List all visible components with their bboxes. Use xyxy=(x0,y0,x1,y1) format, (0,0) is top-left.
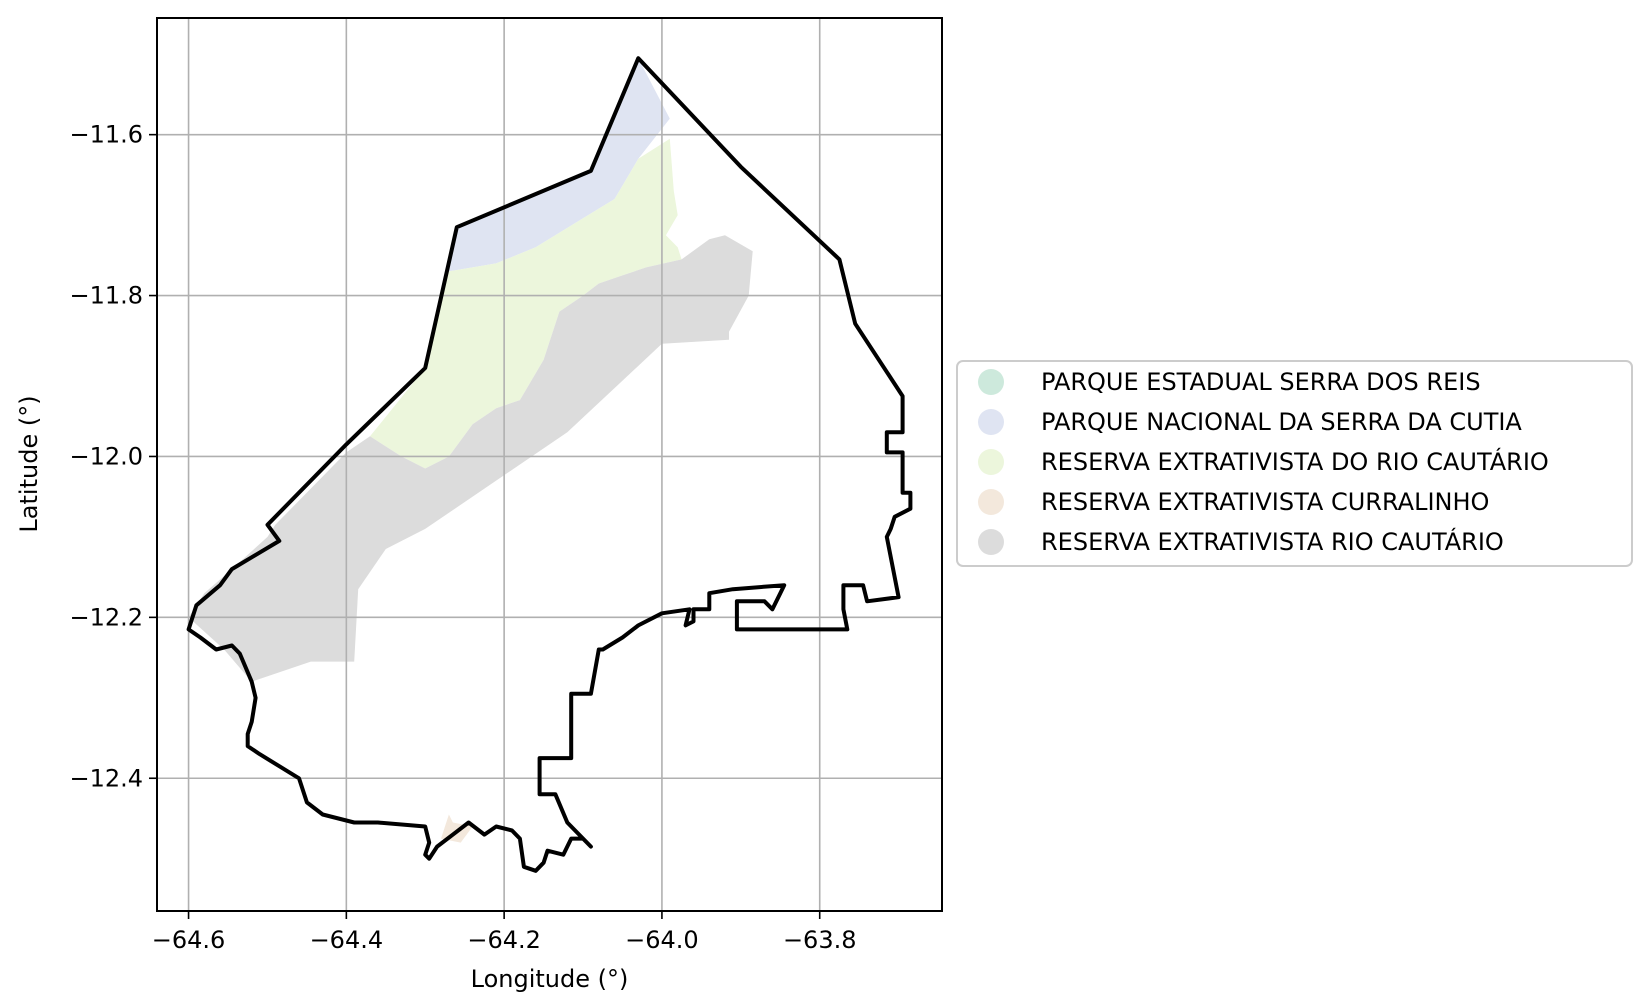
legend-items: PARQUE ESTADUAL SERRA DOS REIS PARQUE NAC… xyxy=(978,368,1549,556)
legend-item: RESERVA EXTRATIVISTA RIO CAUTÁRIO xyxy=(978,527,1504,556)
x-tick-label: −64.4 xyxy=(310,926,384,954)
x-axis-label: Longitude (°) xyxy=(471,965,629,993)
y-tick-label: −12.4 xyxy=(69,764,143,792)
plot-frame xyxy=(156,17,943,912)
x-tick-label: −64.6 xyxy=(152,926,226,954)
plot-background xyxy=(157,18,942,911)
y-tick-label: −11.6 xyxy=(69,121,143,149)
legend-item: RESERVA EXTRATIVISTA CURRALINHO xyxy=(978,488,1489,516)
legend-item: PARQUE ESTADUAL SERRA DOS REIS xyxy=(978,368,1481,396)
region-rio-cautario xyxy=(188,235,753,682)
x-axis-ticks: −64.6 −64.4 −64.2 −64.0 −63.8 xyxy=(152,911,857,954)
municipality-boundary xyxy=(186,56,913,873)
legend-marker xyxy=(978,409,1004,435)
legend-marker xyxy=(978,449,1004,475)
y-axis-label: Latitude (°) xyxy=(15,395,43,532)
y-tick-label: −12.2 xyxy=(69,603,143,631)
legend-marker xyxy=(978,529,1004,555)
legend-label: RESERVA EXTRATIVISTA CURRALINHO xyxy=(1041,488,1489,516)
x-tick-label: −64.0 xyxy=(625,926,699,954)
y-tick-label: −12.0 xyxy=(69,442,143,470)
legend-label: PARQUE ESTADUAL SERRA DOS REIS xyxy=(1041,368,1481,396)
legend-label: RESERVA EXTRATIVISTA DO RIO CAUTÁRIO xyxy=(1041,447,1549,476)
legend-item: RESERVA EXTRATIVISTA DO RIO CAUTÁRIO xyxy=(978,447,1549,476)
plot-area xyxy=(156,17,943,912)
legend: PARQUE ESTADUAL SERRA DOS REIS PARQUE NAC… xyxy=(956,360,1633,567)
region-rio-cautario-do xyxy=(370,138,682,469)
legend-label: RESERVA EXTRATIVISTA RIO CAUTÁRIO xyxy=(1041,527,1504,556)
legend-box xyxy=(956,360,1633,567)
x-tick-label: −63.8 xyxy=(783,926,857,954)
legend-marker xyxy=(978,489,1004,515)
y-tick-label: −11.8 xyxy=(69,282,143,310)
grid-layer xyxy=(157,18,942,911)
x-tick-label: −64.2 xyxy=(467,926,541,954)
legend-label: PARQUE NACIONAL DA SERRA DA CUTIA xyxy=(1041,408,1522,436)
y-axis-ticks: −11.6 −11.8 −12.0 −12.2 −12.4 xyxy=(69,121,157,792)
legend-marker xyxy=(978,369,1004,395)
legend-item: PARQUE NACIONAL DA SERRA DA CUTIA xyxy=(978,408,1522,436)
municipality-boundary-layer xyxy=(186,56,913,873)
